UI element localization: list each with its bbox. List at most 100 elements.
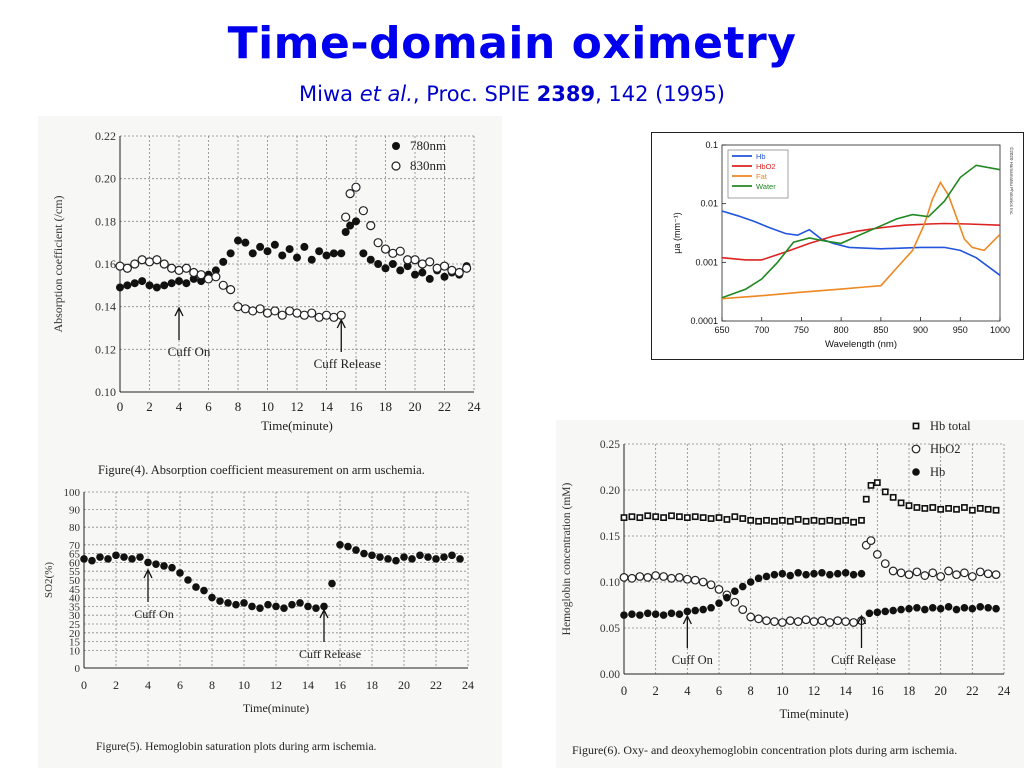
data-point-830nm (329, 312, 339, 322)
data-point-hbo2 (809, 617, 819, 626)
data-point-830nm (341, 212, 351, 222)
y-tick-label: 55 (69, 566, 81, 578)
subtitle-journal: , Proc. SPIE (412, 82, 537, 106)
data-point-hb-total (873, 479, 881, 487)
x-tick-label: 2 (653, 684, 659, 698)
x-tick-label: 14 (839, 684, 852, 698)
data-point-830nm (388, 248, 398, 258)
data-point-hbo2 (872, 549, 882, 559)
data-point-hbo2 (975, 567, 985, 577)
legend-marker (912, 468, 920, 476)
x-axis-label: Wavelength (nm) (825, 339, 897, 350)
data-point-hb (715, 599, 723, 607)
data-point-830nm (226, 285, 236, 295)
data-point-hbo2 (944, 566, 953, 576)
legend-label: Hb total (930, 420, 971, 433)
x-tick-label: 10 (238, 678, 250, 692)
data-point-hb-total (723, 516, 731, 523)
data-point-780nm (307, 255, 316, 264)
data-point-hb-total (794, 516, 802, 523)
data-point-780nm (234, 236, 242, 245)
data-point-hb-total (660, 514, 667, 521)
y-tick-label: 0.10 (600, 577, 620, 589)
y-tick-label: 15 (69, 637, 81, 649)
data-point-hb-total (676, 513, 683, 521)
annotation-label: Cuff Release (299, 647, 361, 661)
legend-label: Water (756, 182, 776, 191)
data-point-780nm (189, 274, 198, 283)
data-point-hb (786, 571, 795, 580)
data-point-hb-total (683, 514, 691, 521)
figure5-chart: 0 2 4 6 8 10 12 14 16 18 20 22 240101520253035404550… (43, 487, 474, 753)
data-point-hb (628, 610, 636, 618)
x-tick-label: 6 (177, 678, 183, 692)
data-point-hb-total (897, 499, 905, 507)
data-point-hbo2 (785, 616, 795, 626)
data-point-so2 (88, 556, 96, 565)
y-tick-label: 0.18 (95, 214, 116, 228)
subtitle-authors: Miwa (299, 82, 360, 106)
data-point-so2 (96, 553, 104, 561)
data-point-hb (952, 605, 961, 614)
data-point-780nm (285, 245, 294, 254)
x-tick-label: 14 (302, 678, 314, 692)
data-point-hb-total (707, 515, 715, 522)
y-tick-label: 45 (69, 584, 81, 596)
data-point-hb (643, 609, 652, 618)
data-point-780nm (130, 279, 139, 288)
data-point-hbo2 (920, 571, 930, 580)
y-tick-label: 0.20 (600, 485, 620, 497)
data-point-so2 (432, 555, 440, 563)
legend-label: HbO2 (930, 442, 961, 456)
data-point-hbo2 (690, 575, 700, 585)
data-point-780nm (440, 272, 449, 281)
subtitle-etal: et al. (359, 82, 413, 106)
data-point-780nm (226, 249, 235, 258)
data-point-so2 (304, 602, 312, 611)
y-tick-label: 80 (69, 522, 81, 534)
data-point-hb-total (834, 517, 842, 525)
x-tick-label: 900 (913, 325, 928, 335)
data-point-hb (881, 607, 890, 616)
y-tick-label: 100 (64, 487, 81, 499)
data-point-hb-total (867, 481, 875, 489)
data-point-hb-total (976, 505, 984, 512)
x-tick-label: 16 (334, 678, 346, 692)
data-point-hbo2 (825, 618, 835, 627)
data-point-hbo2 (675, 572, 684, 582)
y-tick-label: 0.20 (95, 172, 116, 186)
x-tick-label: 650 (714, 325, 729, 335)
data-point-hb (699, 605, 707, 614)
data-point-780nm (366, 255, 375, 264)
data-point-hb (936, 604, 945, 613)
x-tick-label: 4 (145, 678, 151, 692)
data-point-830nm (417, 259, 427, 269)
data-point-so2 (448, 551, 456, 560)
data-point-hb-total (850, 518, 857, 526)
legend-label: 830nm (410, 158, 446, 173)
figure4-panel: 0 2 4 6 8 10 12 14 16 18 20 22 24 0.10 0.12 0.14 0.16 0.1… (38, 116, 502, 482)
data-point-hb-total (786, 517, 794, 525)
data-point-hb-total (771, 517, 778, 525)
data-point-780nm (381, 264, 390, 273)
data-point-so2 (112, 551, 120, 560)
x-tick-label: 16 (871, 684, 884, 698)
data-point-so2 (360, 549, 368, 558)
subtitle-rest: , 142 (1995) (595, 82, 725, 106)
data-point-hb-total (652, 513, 660, 521)
copyright-watermark: ©2020 Hamamatsu Photonics Inc. (1009, 147, 1015, 215)
x-tick-label: 22 (966, 684, 979, 698)
data-point-hb (897, 605, 905, 614)
data-point-hbo2 (659, 572, 668, 581)
data-point-780nm (341, 228, 350, 236)
data-point-830nm (196, 270, 206, 280)
data-point-hbo2 (627, 573, 637, 583)
data-point-so2 (344, 542, 352, 551)
data-point-830nm (270, 306, 280, 316)
data-point-hb-total (763, 516, 770, 524)
x-tick-label: 6 (716, 684, 722, 698)
data-point-hb-total (802, 517, 810, 525)
data-point-so2 (176, 569, 184, 577)
data-point-so2 (312, 604, 320, 612)
data-point-so2 (192, 583, 200, 591)
